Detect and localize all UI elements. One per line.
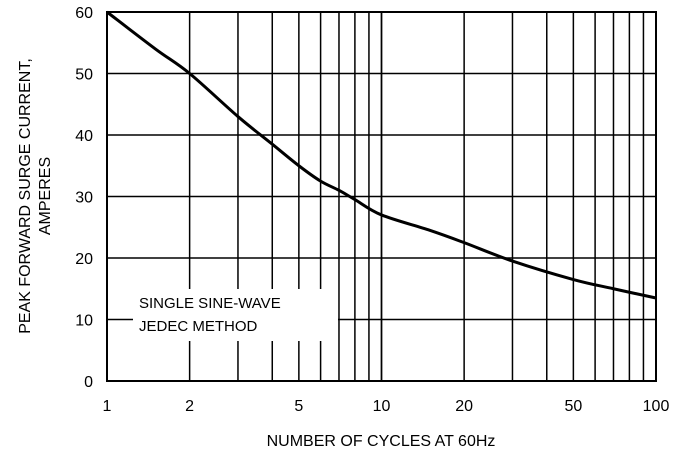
x-tick-label: 100 xyxy=(643,398,670,415)
x-tick-label: 20 xyxy=(455,398,473,415)
y-tick-label: 50 xyxy=(75,67,93,84)
x-tick-label: 1 xyxy=(103,398,112,415)
x-tick-labels: 1 2 5 10 20 50 100 xyxy=(103,398,670,415)
y-tick-labels: 0 10 20 30 40 50 60 xyxy=(75,5,93,391)
y-axis-title-line-2: AMPERES xyxy=(37,157,54,235)
y-tick-label: 60 xyxy=(75,5,93,22)
y-tick-label: 40 xyxy=(75,128,93,145)
y-tick-label: 0 xyxy=(84,374,93,391)
x-tick-label: 5 xyxy=(294,398,303,415)
y-tick-label: 20 xyxy=(75,251,93,268)
annotation-line-2: JEDEC METHOD xyxy=(139,318,258,335)
annotation-line-1: SINGLE SINE-WAVE xyxy=(139,295,281,312)
plot-frame xyxy=(106,11,657,382)
x-tick-label: 2 xyxy=(185,398,194,415)
surge-curve xyxy=(106,10,657,300)
x-axis-title: NUMBER OF CYCLES AT 60Hz xyxy=(267,433,496,450)
y-tick-label: 30 xyxy=(75,190,93,207)
x-tick-label: 10 xyxy=(373,398,391,415)
y-axis-title-line-1: PEAK FORWARD SURGE CURRENT, xyxy=(17,58,34,334)
y-tick-label: 10 xyxy=(75,313,93,330)
x-tick-label: 50 xyxy=(564,398,582,415)
annotation-box xyxy=(133,289,338,341)
